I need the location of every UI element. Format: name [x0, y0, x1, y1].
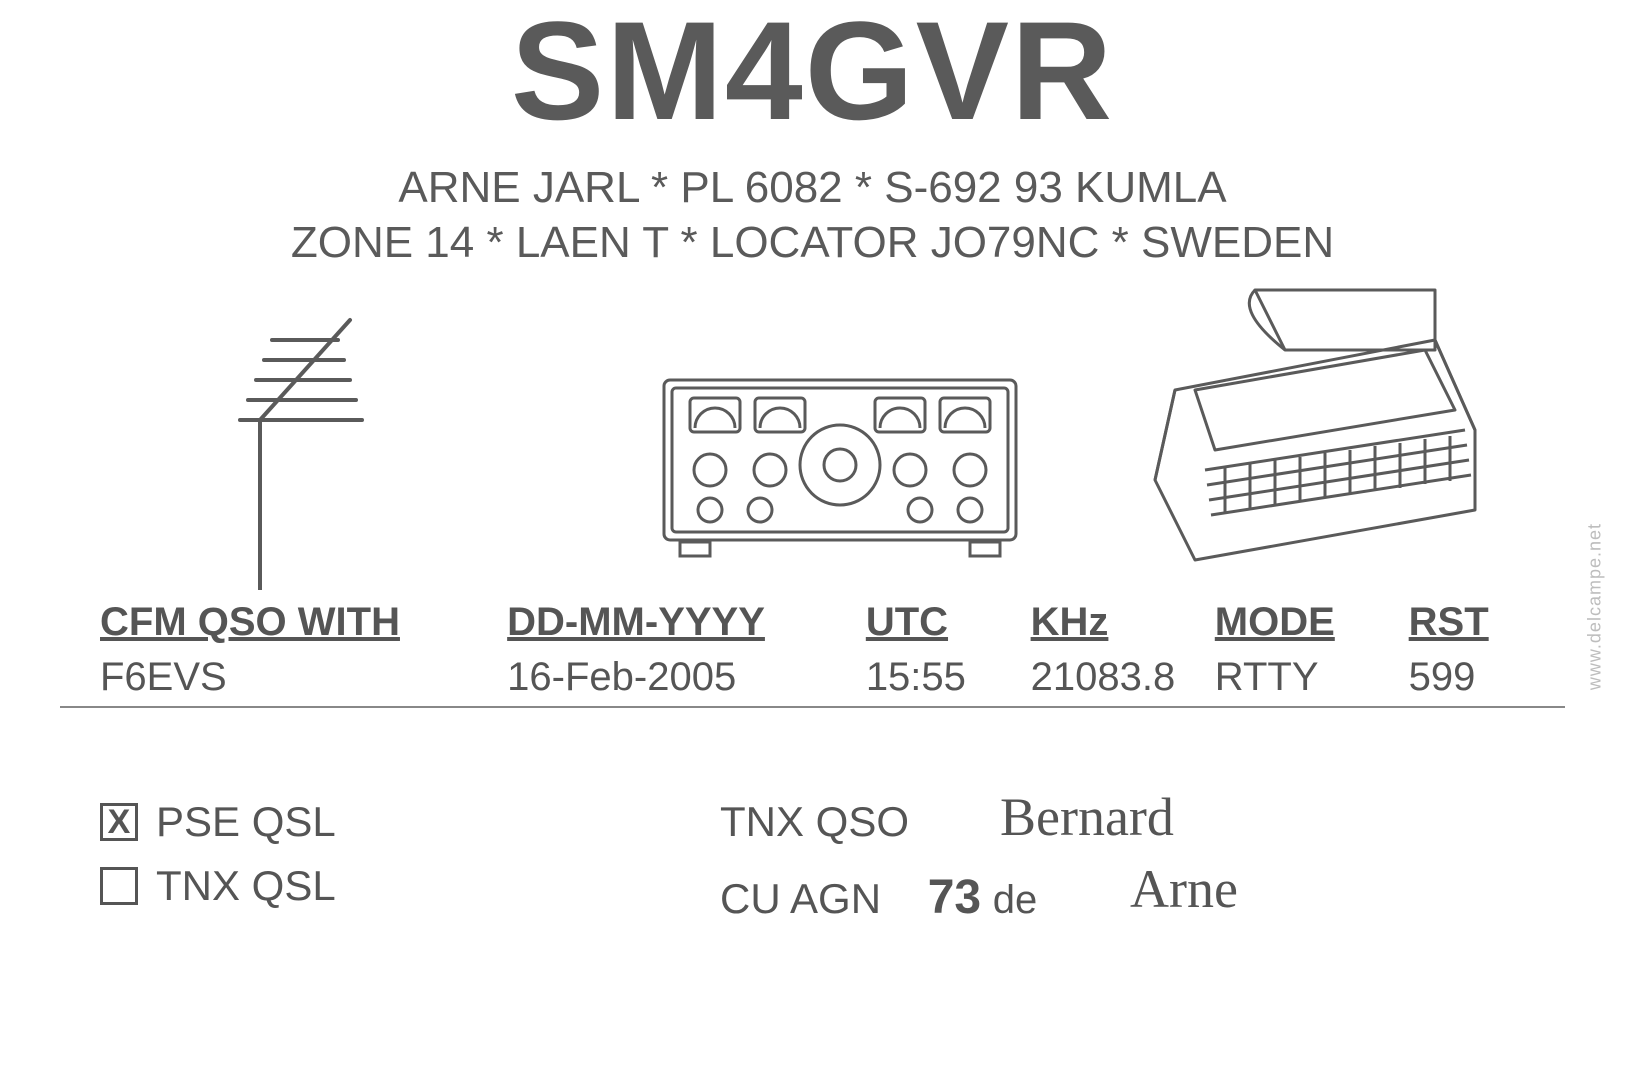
- val-to-call: F6EVS: [100, 655, 507, 700]
- hdr-cfm: CFM QSO WITH: [100, 600, 507, 645]
- footer-text: TNX QSO CU AGN 73 de: [720, 798, 1037, 949]
- address-block: ARNE JARL * PL 6082 * S-692 93 KUMLA ZON…: [60, 160, 1565, 270]
- hdr-utc: UTC: [866, 600, 1031, 645]
- tnx-qsl-line: TNX QSL: [100, 862, 336, 910]
- hdr-khz: KHz: [1031, 600, 1215, 645]
- pse-qsl-checkbox: X: [100, 803, 138, 841]
- val-mode: RTTY: [1215, 655, 1409, 700]
- qso-table: CFM QSO WITH DD-MM-YYYY UTC KHz MODE RST…: [60, 600, 1565, 708]
- tnx-qsl-checkbox: [100, 867, 138, 905]
- address-line-2: ZONE 14 * LAEN T * LOCATOR JO79NC * SWED…: [60, 215, 1565, 270]
- pse-qsl-label: PSE QSL: [156, 798, 336, 846]
- qsl-card: SM4GVR ARNE JARL * PL 6082 * S-692 93 KU…: [0, 0, 1625, 1055]
- seventy-three: 73: [928, 871, 981, 924]
- tnx-qsl-label: TNX QSL: [156, 862, 336, 910]
- signature-to: Bernard: [1000, 786, 1174, 848]
- antenna-icon: [130, 300, 410, 590]
- cu-agn: CU AGN: [720, 875, 881, 922]
- watermark: www.delcampe.net: [1585, 523, 1606, 690]
- qsl-checkboxes: X PSE QSL TNX QSL: [100, 798, 336, 926]
- radio-icon: [660, 370, 1020, 560]
- qso-data-row: F6EVS 16-Feb-2005 15:55 21083.8 RTTY 599: [60, 649, 1565, 708]
- hdr-rst: RST: [1409, 600, 1525, 645]
- val-rst: 599: [1409, 655, 1525, 700]
- teletype-icon: [1135, 280, 1495, 570]
- pse-qsl-line: X PSE QSL: [100, 798, 336, 846]
- val-utc: 15:55: [866, 655, 1031, 700]
- address-line-1: ARNE JARL * PL 6082 * S-692 93 KUMLA: [60, 160, 1565, 215]
- val-date: 16-Feb-2005: [507, 655, 866, 700]
- hdr-mode: MODE: [1215, 600, 1409, 645]
- tnx-qso: TNX QSO: [720, 798, 1037, 846]
- illustration-row: [60, 280, 1565, 580]
- hdr-date: DD-MM-YYYY: [507, 600, 866, 645]
- qso-header-row: CFM QSO WITH DD-MM-YYYY UTC KHz MODE RST: [60, 600, 1565, 649]
- val-khz: 21083.8: [1031, 655, 1215, 700]
- callsign: SM4GVR: [60, 0, 1565, 152]
- cu-agn-line: CU AGN 73 de: [720, 870, 1037, 925]
- de: de: [993, 878, 1038, 922]
- signature-from: Arne: [1130, 858, 1238, 920]
